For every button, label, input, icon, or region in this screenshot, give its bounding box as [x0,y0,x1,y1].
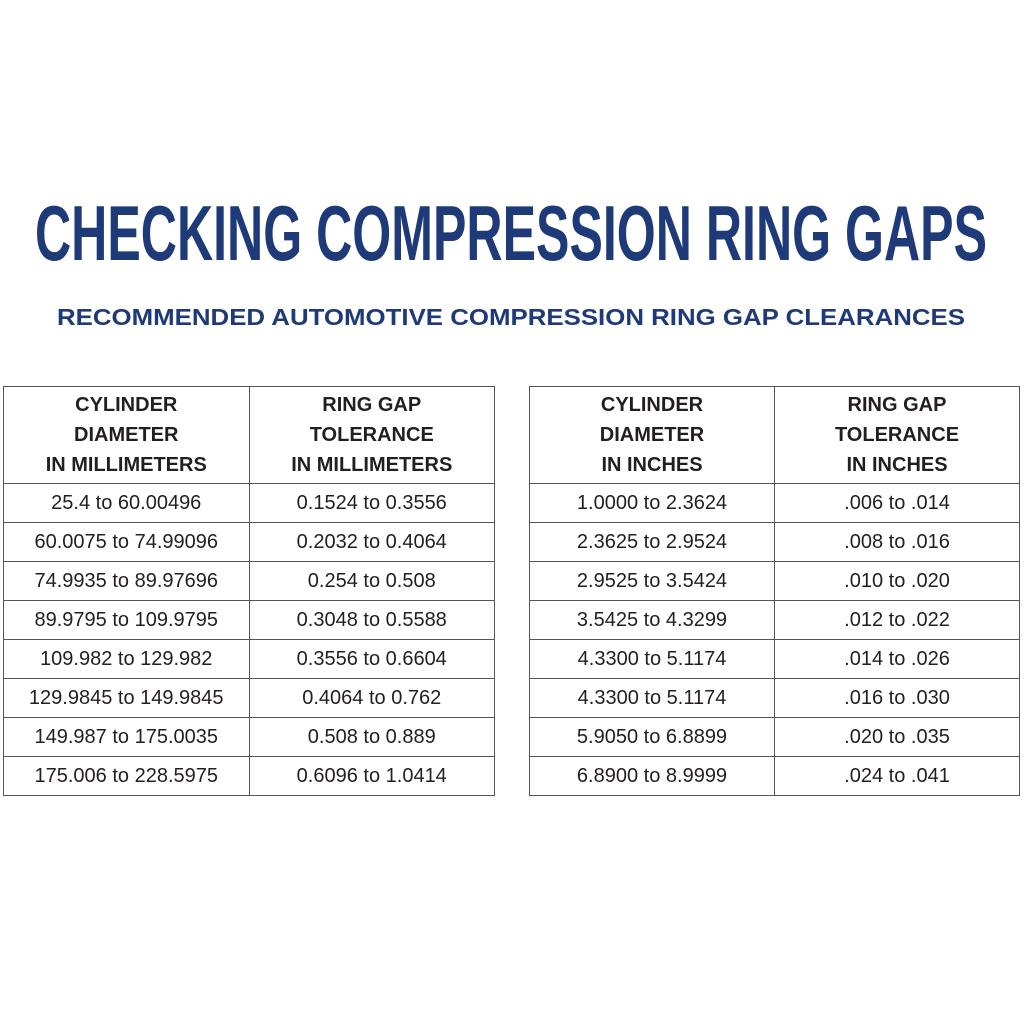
ring-gap-tolerance-cell: .008 to .016 [774,522,1020,562]
ring-gap-tolerance-cell: .014 to .026 [774,639,1020,679]
table-row: 5.9050 to 6.8899.020 to .035 [529,717,1020,757]
ring-gap-tolerance-cell: 0.3048 to 0.5588 [248,600,495,640]
table-row: 175.006 to 228.5975 0.6096 to 1.0414 [3,756,495,796]
table-row: 25.4 to 60.00496 0.1524 to 0.3556 [3,483,495,523]
column-header-line: DIAMETER [599,424,705,446]
table-row: 60.0075 to 74.99096 0.2032 to 0.4064 [3,522,495,562]
table-row: 2.9525 to 3.5424.010 to .020 [529,561,1020,601]
table-row: 6.8900 to 8.9999.024 to .041 [529,756,1020,796]
column-header: CYLINDER DIAMETER IN MILLIMETERS [3,386,250,484]
ring-gap-tolerance-cell: .012 to .022 [774,600,1020,640]
column-header: CYLINDER DIAMETER IN INCHES [529,386,775,484]
column-header-line: CYLINDER [75,394,178,416]
table-row: 129.9845 to 149.9845 0.4064 to 0.762 [3,678,495,718]
page-title: CHECKING COMPRESSION RING GAPS [35,193,987,273]
ring-gap-tolerance-cell: 0.508 to 0.889 [248,717,495,757]
table-row: 1.0000 to 2.3624.006 to .014 [529,483,1020,523]
page-title-text: CHECKING COMPRESSION RING GAPS [35,189,987,277]
cylinder-diameter-cell: 4.3300 to 5.1174 [529,678,775,718]
column-header-line: RING GAP [847,394,947,416]
cylinder-diameter-cell: 4.3300 to 5.1174 [529,639,775,679]
column-header-line: TOLERANCE [309,424,434,446]
cylinder-diameter-cell: 129.9845 to 149.9845 [3,678,250,718]
cylinder-diameter-cell: 175.006 to 228.5975 [3,756,250,796]
ring-gap-tolerance-cell: 0.3556 to 0.6604 [248,639,495,679]
cylinder-diameter-cell: 149.987 to 175.0035 [3,717,250,757]
ring-gap-tolerance-cell: 0.6096 to 1.0414 [248,756,495,796]
cylinder-diameter-cell: 89.9795 to 109.9795 [3,600,250,640]
table-millimeters: CYLINDER DIAMETER IN MILLIMETERS RING GAP TO… [3,386,495,796]
cylinder-diameter-cell: 109.982 to 129.982 [3,639,250,679]
cylinder-diameter-cell: 74.9935 to 89.97696 [3,561,250,601]
ring-gap-tolerance-cell: .010 to .020 [774,561,1020,601]
cylinder-diameter-cell: 1.0000 to 2.3624 [529,483,775,523]
table-row: 149.987 to 175.0035 0.508 to 0.889 [3,717,495,757]
ring-gap-tolerance-cell: .006 to .014 [774,483,1020,523]
cylinder-diameter-cell: 60.0075 to 74.99096 [3,522,250,562]
table-row: 74.9935 to 89.97696 0.254 to 0.508 [3,561,495,601]
table-row: 109.982 to 129.982 0.3556 to 0.6604 [3,639,495,679]
page-subtitle: RECOMMENDED AUTOMOTIVE COMPRESSION RING … [57,303,965,331]
column-header-line: IN MILLIMETERS [45,454,207,476]
column-header-line: IN MILLIMETERS [291,454,453,476]
cylinder-diameter-cell: 25.4 to 60.00496 [3,483,250,523]
ring-gap-tolerance-cell: 0.1524 to 0.3556 [248,483,495,523]
column-header-line: IN INCHES [601,454,703,476]
table-row: 4.3300 to 5.1174.014 to .026 [529,639,1020,679]
table-inches: CYLINDER DIAMETER IN INCHES RING GAP TOLERAN… [529,386,1020,796]
table-row: 2.3625 to 2.9524.008 to .016 [529,522,1020,562]
cylinder-diameter-cell: 5.9050 to 6.8899 [529,717,775,757]
ring-gap-tolerance-cell: .020 to .035 [774,717,1020,757]
cylinder-diameter-cell: 3.5425 to 4.3299 [529,600,775,640]
column-header-line: TOLERANCE [834,424,960,446]
table-row: 4.3300 to 5.1174.016 to .030 [529,678,1020,718]
column-header-line: RING GAP [322,394,422,416]
table-header-row: CYLINDER DIAMETER IN MILLIMETERS RING GAP TO… [3,386,495,484]
column-header: RING GAP TOLERANCE IN MILLIMETERS [248,386,495,484]
column-header-line: DIAMETER [74,424,179,446]
ring-gap-tolerance-cell: .024 to .041 [774,756,1020,796]
column-header-line: CYLINDER [600,394,704,416]
ring-gap-tolerance-cell: 0.2032 to 0.4064 [248,522,495,562]
column-header-line: IN INCHES [846,454,948,476]
table-row: 89.9795 to 109.9795 0.3048 to 0.5588 [3,600,495,640]
cylinder-diameter-cell: 6.8900 to 8.9999 [529,756,775,796]
table-row: 3.5425 to 4.3299.012 to .022 [529,600,1020,640]
ring-gap-tolerance-cell: 0.4064 to 0.762 [248,678,495,718]
ring-gap-tolerance-cell: 0.254 to 0.508 [248,561,495,601]
cylinder-diameter-cell: 2.9525 to 3.5424 [529,561,775,601]
column-header: RING GAP TOLERANCE IN INCHES [774,386,1020,484]
page-subtitle-text: RECOMMENDED AUTOMOTIVE COMPRESSION RING … [57,304,965,330]
table-header-row: CYLINDER DIAMETER IN INCHES RING GAP TOLERAN… [529,386,1020,484]
cylinder-diameter-cell: 2.3625 to 2.9524 [529,522,775,562]
ring-gap-tolerance-cell: .016 to .030 [774,678,1020,718]
